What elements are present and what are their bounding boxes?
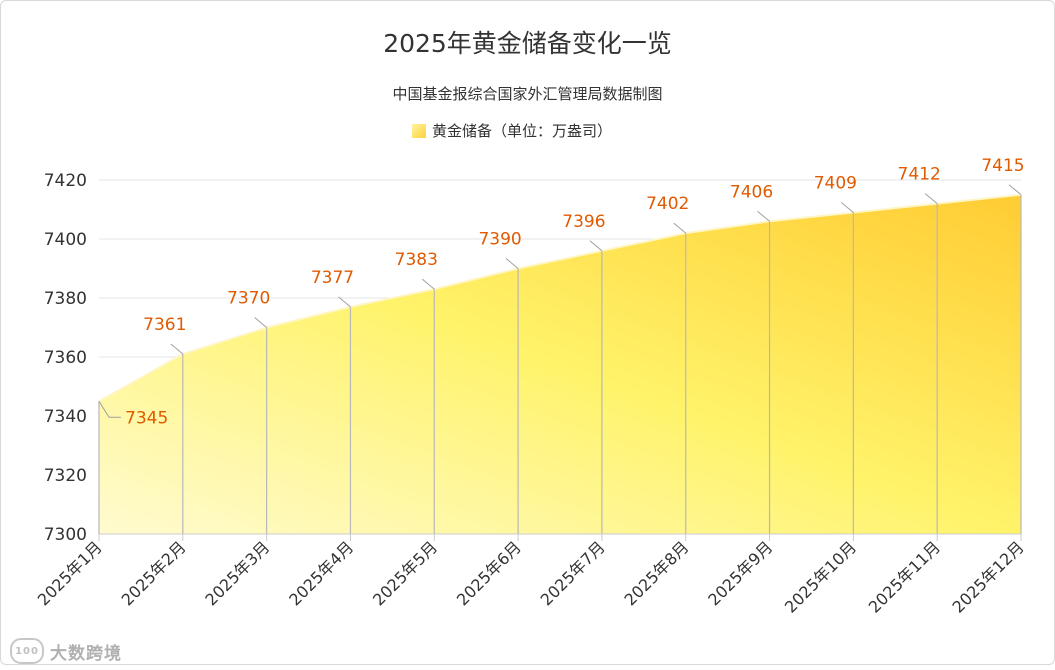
x-tick-label: 2025年2月 <box>118 537 190 609</box>
label-leader <box>589 240 603 252</box>
data-label: 7406 <box>730 182 773 202</box>
x-tick-label: 2025年8月 <box>620 537 692 609</box>
y-tick-label: 7320 <box>44 466 87 486</box>
x-tick-label: 2025年11月 <box>865 537 944 616</box>
data-label: 7345 <box>125 408 168 428</box>
data-label: 7361 <box>143 315 186 335</box>
x-tick-label: 2025年5月 <box>369 537 441 609</box>
watermark-text: 大数跨境 <box>50 643 122 664</box>
x-tick-label: 2025年6月 <box>453 537 525 609</box>
label-leader <box>924 193 938 204</box>
data-label: 7390 <box>478 230 521 250</box>
label-leader <box>170 343 184 355</box>
y-tick-label: 7420 <box>44 171 87 191</box>
label-leader <box>841 202 854 213</box>
y-tick-label: 7300 <box>44 525 87 545</box>
watermark-logo-icon: 100 <box>10 638 44 664</box>
data-label: 7412 <box>898 165 941 185</box>
label-leader <box>254 317 267 328</box>
data-label: 7415 <box>981 156 1024 176</box>
y-tick-label: 7380 <box>44 289 87 309</box>
y-tick-label: 7360 <box>44 348 87 368</box>
label-leader <box>505 258 519 269</box>
data-label: 7377 <box>311 268 354 288</box>
x-tick-label: 2025年7月 <box>537 537 609 609</box>
legend-label: 黄金储备（单位：万盎司） <box>432 122 613 140</box>
data-label: 7409 <box>814 173 857 193</box>
label-leader <box>338 296 351 308</box>
data-label: 7370 <box>227 289 270 309</box>
series-line <box>98 193 1022 403</box>
x-tick-label: 2025年1月 <box>34 537 106 609</box>
y-tick-label: 7340 <box>44 407 87 427</box>
label-leader <box>1008 184 1022 196</box>
legend[interactable]: 黄金储备（单位：万盎司） <box>412 120 612 141</box>
legend-swatch <box>412 123 426 138</box>
label-leader <box>757 210 770 222</box>
chart-title: 2025年黄金储备变化一览 <box>383 29 672 58</box>
label-leader <box>421 278 435 290</box>
label-leader <box>98 400 121 418</box>
x-tick-label: 2025年3月 <box>201 537 273 609</box>
data-label: 7396 <box>562 212 605 232</box>
watermark: 100 大数跨境 <box>10 638 122 664</box>
data-label: 7402 <box>646 194 689 214</box>
x-tick-label: 2025年10月 <box>781 537 860 616</box>
chart-subtitle: 中国基金报综合国家外汇管理局数据制图 <box>392 85 663 103</box>
label-leader <box>673 222 687 234</box>
data-label: 7383 <box>395 250 438 270</box>
x-tick-label: 2025年4月 <box>285 537 357 609</box>
series-area <box>99 194 1021 534</box>
y-tick-label: 7400 <box>44 230 87 250</box>
x-tick-label: 2025年12月 <box>949 537 1028 616</box>
x-tick-label: 2025年9月 <box>704 537 776 609</box>
